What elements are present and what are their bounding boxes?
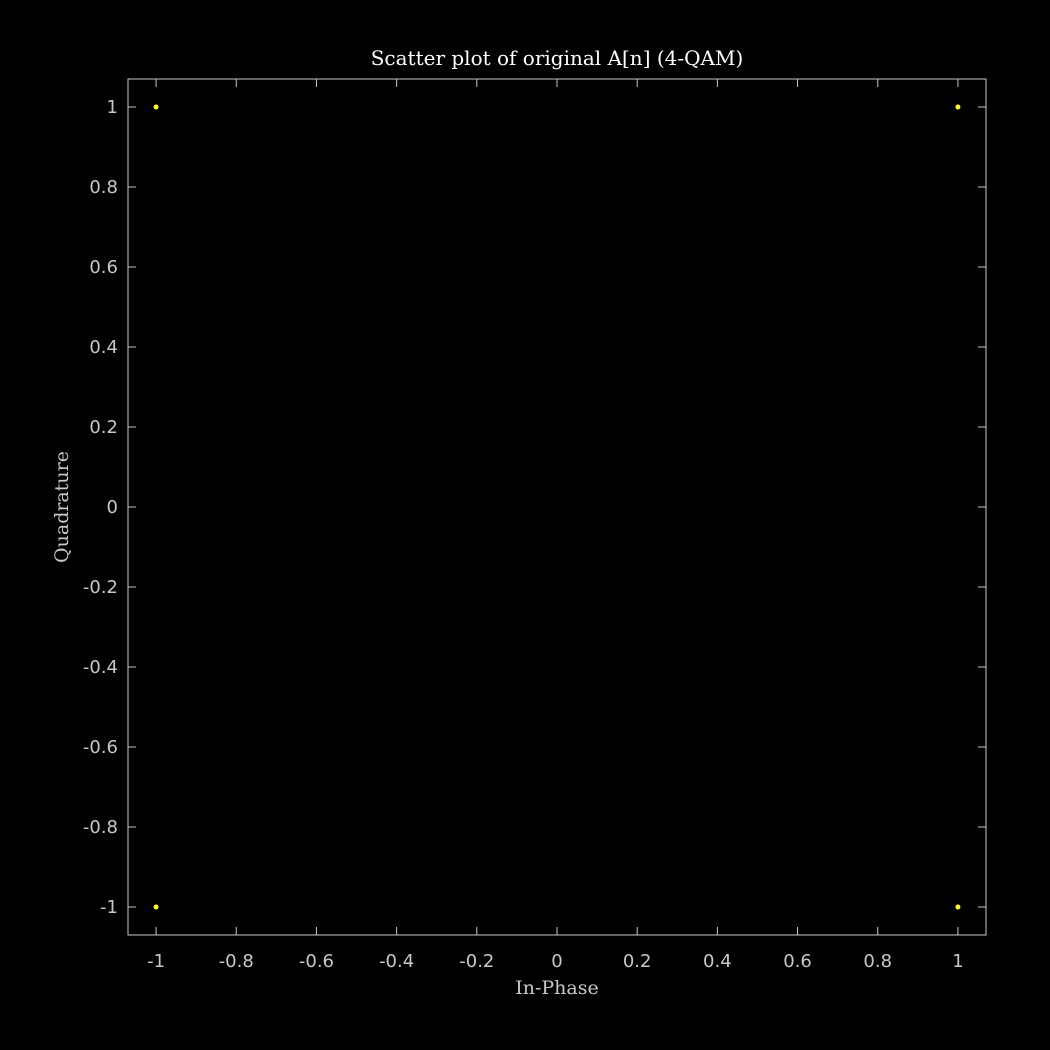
x-tick-label: 1: [952, 951, 963, 972]
x-tick-label: 0.4: [703, 951, 732, 972]
y-tick-label: 0.2: [89, 417, 118, 438]
x-tick-label: 0.6: [783, 951, 812, 972]
x-axis-ticks: -1 -0.8 -0.6 -0.4 -0.2 0 0.2 0.4 0.6 0.8 1: [147, 79, 964, 972]
y-tick-label: -0.4: [83, 657, 118, 678]
y-tick-label: -0.6: [83, 737, 118, 758]
y-tick-label: -0.8: [83, 817, 118, 838]
y-tick-label: 0.8: [89, 177, 118, 198]
x-tick-label: 0: [551, 951, 562, 972]
y-tick-label: -1: [100, 897, 118, 918]
data-points: [153, 104, 961, 910]
x-tick-label: 0.2: [623, 951, 652, 972]
x-tick-label: -0.4: [379, 951, 414, 972]
y-tick-label: 0: [107, 497, 118, 518]
data-point: [955, 104, 961, 110]
y-tick-label: -0.2: [83, 577, 118, 598]
y-axis-label: Quadrature: [51, 451, 73, 563]
y-tick-label: 0.6: [89, 257, 118, 278]
y-tick-label: 1: [107, 97, 118, 118]
x-tick-label: -1: [147, 951, 165, 972]
data-point: [153, 904, 159, 910]
x-tick-label: 0.8: [863, 951, 892, 972]
data-point: [955, 904, 961, 910]
data-point: [153, 104, 159, 110]
x-tick-label: -0.8: [219, 951, 254, 972]
y-tick-label: 0.4: [89, 337, 118, 358]
chart-title: Scatter plot of original A[n] (4-QAM): [371, 46, 744, 70]
y-axis-ticks: 1 0.8 0.6 0.4 0.2 0 -0.2 -0.4 -0.6 -0.8 -1: [83, 97, 986, 918]
x-tick-label: -0.2: [459, 951, 494, 972]
x-axis-label: In-Phase: [515, 977, 599, 999]
x-tick-label: -0.6: [299, 951, 334, 972]
